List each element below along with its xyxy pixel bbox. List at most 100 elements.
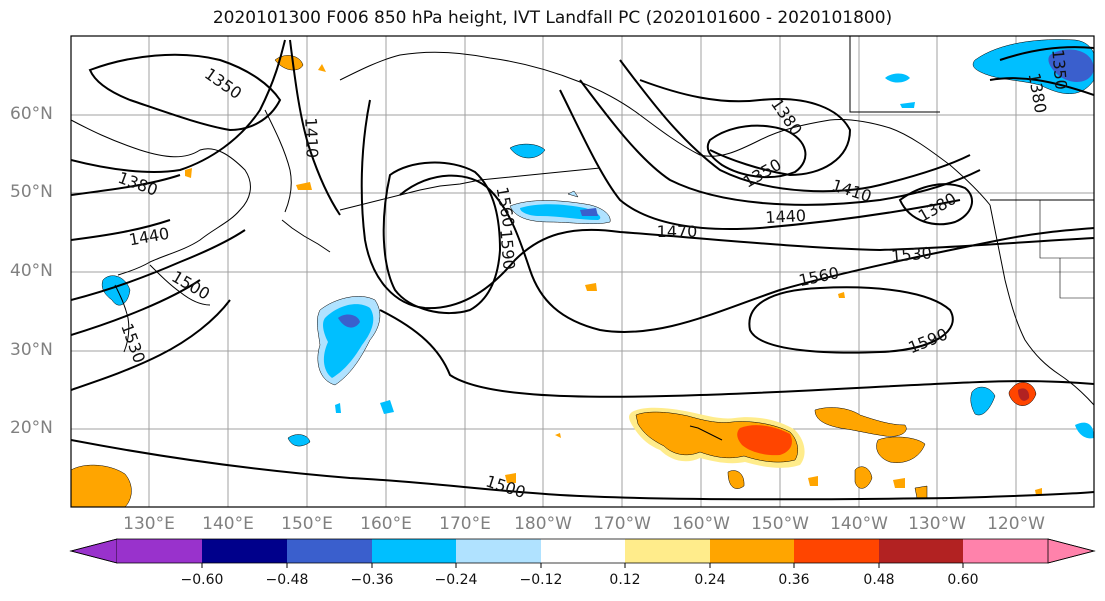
ivt-negative-patch (1048, 49, 1094, 82)
contour-label: 1530 (890, 243, 932, 265)
colorbar-outline (69, 538, 1096, 564)
contour-label: 1590 (906, 324, 951, 357)
contour-1410-east (619, 59, 971, 193)
ivt-positive-patch (727, 470, 745, 489)
lon-label: 120°W (987, 514, 1045, 534)
chart-title: 2020101300 F006 850 hPa height, IVT Land… (212, 8, 893, 28)
lat-label: 20°N (10, 418, 53, 438)
colorbar-extend-min (69, 538, 118, 564)
colorbar-tick-label: 0.24 (694, 572, 726, 588)
colorbar-segment (541, 539, 625, 563)
ivt-negative-patch (380, 400, 394, 414)
contour-1380-pnw (898, 183, 974, 226)
colorbar-segment (794, 539, 879, 563)
contour-1380-west (71, 39, 286, 173)
ivt-positive-patch (274, 55, 304, 71)
kuril-islands (281, 219, 331, 253)
ivt-positive-patch (1018, 388, 1030, 401)
colorbar-segment (456, 539, 541, 563)
contour-1380-east (639, 79, 852, 177)
contour-label: 1410 (301, 117, 321, 158)
ivt-positive-patch (1035, 488, 1042, 495)
colorbar-segment (117, 539, 202, 563)
contour-label: 1440 (127, 224, 170, 250)
kamchatka-coast (264, 109, 292, 213)
contour-1440 (71, 79, 981, 241)
graticule (71, 36, 1094, 507)
colorbar-extend-max (1047, 538, 1096, 564)
contour-label: 1350 (740, 155, 785, 192)
contour-1410-west (71, 39, 341, 216)
contour-1590-east (379, 309, 1094, 398)
colorbar-tick-label: −0.12 (519, 572, 563, 588)
colorbar-tick-label: −0.48 (265, 572, 309, 588)
colorbar-segment (287, 539, 372, 563)
contour-1590-box (748, 286, 954, 354)
lat-label: 50°N (10, 182, 53, 202)
lat-label: 40°N (10, 261, 53, 281)
colorbar (69, 538, 1096, 568)
ivt-negative-patch (509, 143, 546, 159)
ivt-negative-patch (335, 403, 341, 413)
ivt-positive-patch (808, 476, 818, 486)
ivt-negative-patch (567, 190, 579, 198)
colorbar-tick-label: −0.36 (350, 572, 394, 588)
ivt-negative-patch (580, 208, 598, 216)
na-west-coast (989, 204, 1094, 406)
ivt-positive-patch (838, 292, 845, 298)
lon-label: 160°E (360, 514, 412, 534)
colorbar-segment (625, 539, 710, 563)
ivt-shading (71, 39, 1094, 507)
lon-label: 160°W (672, 514, 730, 534)
lon-label: 130°W (908, 514, 966, 534)
contour-1350-east (706, 124, 807, 179)
ivt-positive-patch (814, 407, 907, 437)
contour-label: 1590 (496, 228, 518, 270)
contour-1560 (71, 174, 1094, 336)
lon-label: 140°W (830, 514, 888, 534)
colorbar-segment (202, 539, 287, 563)
contour-label: 1410 (829, 175, 874, 206)
ivt-positive-patch (876, 436, 926, 463)
state-lines (1039, 200, 1094, 299)
lat-label: 30°N (10, 340, 53, 360)
contour-label: 1440 (765, 206, 807, 227)
contour-label: 1560 (493, 185, 519, 228)
lon-label: 150°W (751, 514, 809, 534)
hawaii (689, 425, 723, 441)
contour-label: 1350 (1048, 48, 1070, 90)
contour-1590-west (382, 161, 502, 314)
asia-coast (71, 119, 251, 276)
contour-label-group: 1350 1410 1380 1440 1500 1530 1560 1590 … (116, 48, 1071, 502)
ivt-positive-patch (71, 464, 132, 507)
ivt-negative-patch (520, 204, 601, 220)
ivt-negative-patch (323, 304, 374, 378)
ivt-positive-patch (505, 473, 516, 483)
colorbar-tick-label: 0.60 (947, 572, 979, 588)
colorbar-segment (879, 539, 963, 563)
lon-label: 170°W (593, 514, 651, 534)
contour-1350-ne (999, 46, 1094, 61)
height-contours (71, 39, 1094, 501)
contour-1590-low (71, 299, 231, 391)
contour-label: 1350 (201, 64, 245, 103)
ivt-positive-patch (318, 64, 326, 72)
contour-label: 1470 (657, 222, 698, 241)
contour-1530 (71, 99, 1094, 310)
colorbar-tick-label: −0.24 (434, 572, 478, 588)
contour-label: 1530 (117, 321, 149, 366)
contour-1350-west (88, 53, 282, 132)
colorbar-tick-label: −0.60 (180, 572, 224, 588)
ivt-negative-patch (1075, 422, 1094, 439)
ivt-negative-patch (885, 73, 910, 83)
colorbar-tick-label: 0.48 (863, 572, 895, 588)
map-frame (70, 35, 1095, 508)
contour-1500-south (71, 439, 1094, 501)
ivt-positive-patch (585, 283, 597, 291)
contour-1380-ne (989, 77, 1094, 96)
colorbar-tick-label: 0.12 (609, 572, 641, 588)
ivt-positive-patch (737, 425, 792, 456)
ivt-negative-patch (900, 102, 915, 108)
aleutian-islands (339, 167, 601, 211)
